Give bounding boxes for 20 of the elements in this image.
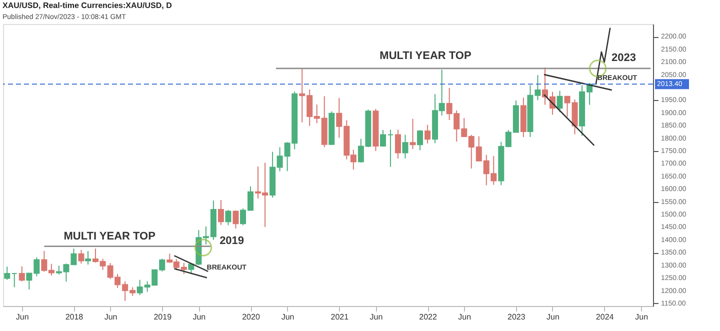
annotation: 2023 [612,52,636,64]
annotation: MULTI YEAR TOP [64,230,156,243]
x-tick-label: Jun [546,312,560,322]
x-tick-label: Jun [635,312,648,322]
x-tick-label: Jun [16,312,29,322]
x-tick-label: Jun [192,312,206,322]
x-tick-label: Jun [281,312,294,322]
x-tick-label: 2024 [596,312,614,322]
x-tick-label: Jun [370,312,383,322]
x-tick-label: 2023 [508,312,526,322]
chart-title: XAU/USD, Real-time Currencies:XAU/USD, D [2,1,172,10]
x-tick-label: Jun [458,312,472,322]
x-tick-label: 2021 [330,312,350,322]
annotation: 2019 [220,235,244,248]
x-tick-label: 2022 [419,312,438,322]
x-tick-label: Jun [104,312,118,322]
x-tick-label: 2019 [154,312,172,322]
x-tick-label: 2020 [242,312,260,322]
x-tick-label: 2018 [65,312,84,322]
annotation: MULTI YEAR TOP [380,50,472,62]
